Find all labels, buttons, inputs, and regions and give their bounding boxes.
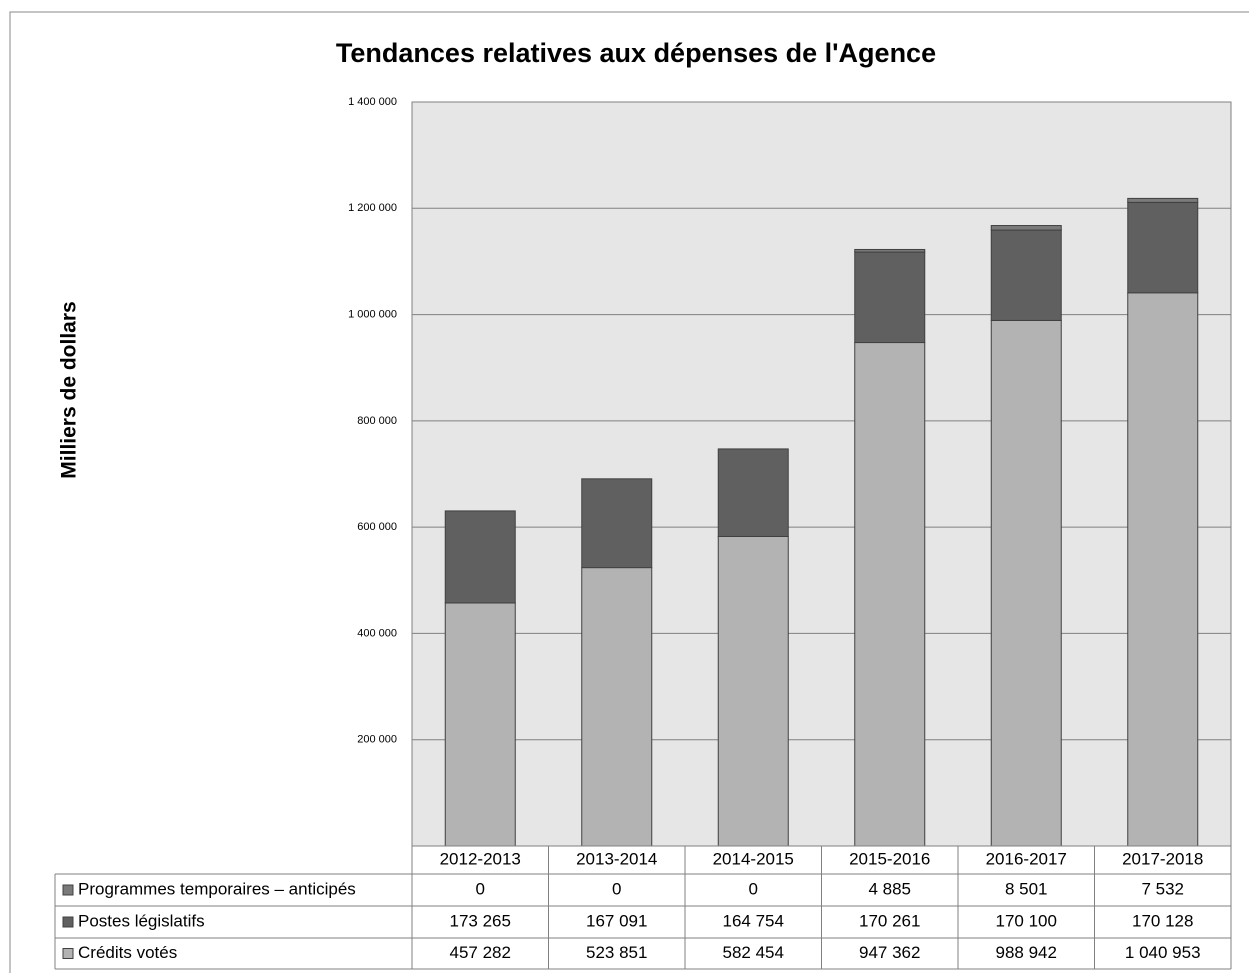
bar-segment <box>444 510 516 604</box>
bar-segment <box>854 342 926 847</box>
bar-segment <box>581 567 653 847</box>
y-tick-label: 200 000 <box>357 734 397 746</box>
table-value: 170 128 <box>1132 911 1193 930</box>
bar-segment <box>717 535 789 847</box>
y-tick-label: 1 000 000 <box>348 308 397 320</box>
table-value: 0 <box>749 879 758 898</box>
table-value: 1 040 953 <box>1125 943 1201 962</box>
bar-segment <box>444 602 516 847</box>
x-tick-label: 2012-2013 <box>440 849 521 868</box>
table-value: 173 265 <box>450 911 511 930</box>
bar-segment <box>990 225 1062 231</box>
table-value: 523 851 <box>586 943 647 962</box>
table-value: 7 532 <box>1141 879 1184 898</box>
table-value: 582 454 <box>723 943 784 962</box>
y-tick-label: 1 200 000 <box>348 202 397 214</box>
bar-segment <box>717 448 789 537</box>
legend-label: Programmes temporaires – anticipés <box>78 879 356 898</box>
y-tick-label: 400 000 <box>357 627 397 639</box>
table-value: 170 261 <box>859 911 920 930</box>
table-value: 0 <box>612 879 621 898</box>
x-tick-label: 2015-2016 <box>849 849 930 868</box>
table-value: 4 885 <box>868 879 911 898</box>
table-value: 0 <box>476 879 485 898</box>
bar-segment <box>990 229 1062 321</box>
chart-title: Tendances relatives aux dépenses de l'Ag… <box>336 38 936 68</box>
table-value: 167 091 <box>586 911 647 930</box>
table-value: 457 282 <box>450 943 511 962</box>
bar-segment <box>854 248 926 253</box>
table-value: 947 362 <box>859 943 920 962</box>
y-tick-label: 600 000 <box>357 521 397 533</box>
bar-segment <box>1127 201 1199 294</box>
legend-label: Postes législatifs <box>78 911 205 930</box>
legend-key <box>62 916 74 928</box>
bar-segment <box>1127 292 1199 847</box>
x-tick-label: 2013-2014 <box>576 849 657 868</box>
y-tick-label: 800 000 <box>357 415 397 427</box>
x-tick-label: 2016-2017 <box>986 849 1067 868</box>
legend-key <box>62 884 74 896</box>
plot-area <box>411 101 1232 847</box>
y-tick-label: 1 400 000 <box>348 96 397 108</box>
bar-segment <box>990 319 1062 847</box>
y-axis-title: Milliers de dollars <box>58 301 81 478</box>
legend-label: Crédits votés <box>78 943 177 962</box>
bar-segment <box>1127 197 1199 203</box>
x-tick-label: 2017-2018 <box>1122 849 1203 868</box>
table-value: 170 100 <box>996 911 1057 930</box>
bar-segment <box>854 251 926 344</box>
table-value: 8 501 <box>1005 879 1048 898</box>
table-value: 164 754 <box>723 911 784 930</box>
table-value: 988 942 <box>996 943 1057 962</box>
legend-key <box>62 948 74 959</box>
bar-segment <box>581 478 653 569</box>
x-tick-label: 2014-2015 <box>713 849 794 868</box>
